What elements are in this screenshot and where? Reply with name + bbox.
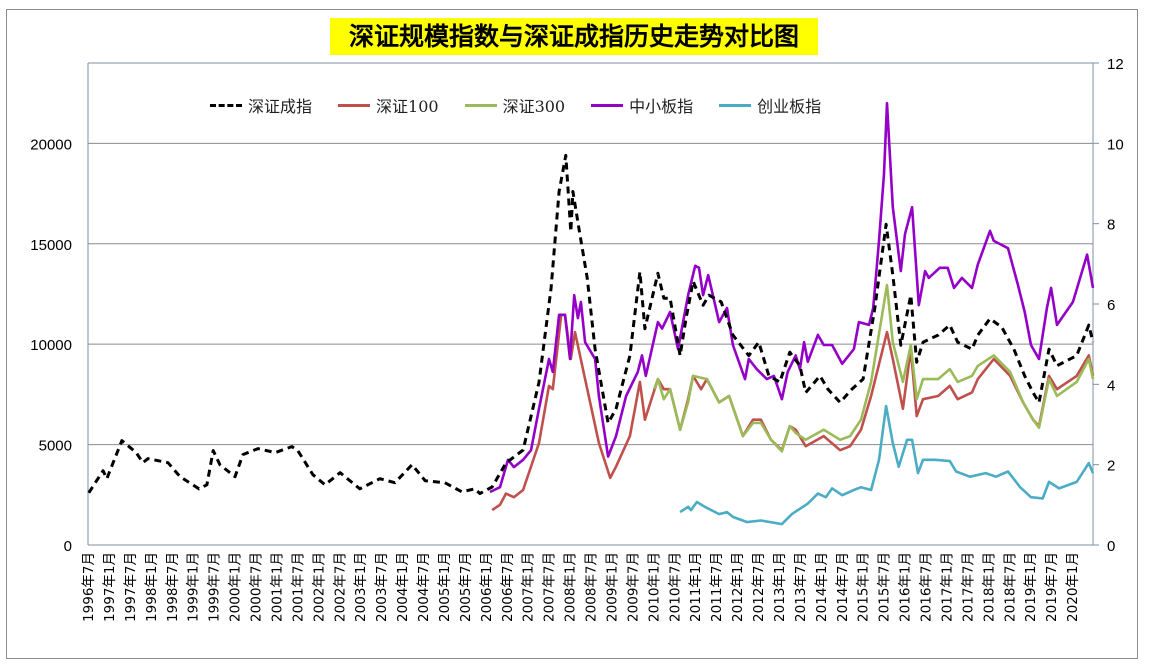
legend-swatch: [210, 103, 242, 107]
x-tick-label: 2016年1月: [898, 552, 914, 622]
x-tick-label: 2012年1月: [730, 552, 746, 622]
x-tick-label: 2017年7月: [960, 552, 976, 622]
x-tick-label: 2011年7月: [709, 552, 725, 622]
legend-item-sz100: 深证100: [338, 93, 439, 117]
x-tick-label: 2000年7月: [249, 552, 265, 622]
legend-item-chinext: 创业板指: [719, 93, 821, 117]
x-tick-label: 2000年1月: [228, 552, 244, 622]
series-line-4: [679, 404, 1095, 526]
legend: 深证成指 深证100 深证300 中小板指 创业板指: [210, 94, 847, 116]
x-tick-label: 2011年1月: [688, 552, 704, 622]
x-tick-label: 2005年1月: [437, 552, 453, 622]
x-tick-label: 1997年7月: [123, 552, 139, 622]
legend-label: 创业板指: [757, 97, 822, 116]
series-line-1: [491, 313, 1095, 512]
x-tick-label: 2015年1月: [856, 552, 872, 622]
x-tick-label: 2001年7月: [290, 552, 306, 622]
x-tick-label: 2013年1月: [772, 552, 788, 622]
legend-item-sme: 中小板指: [591, 93, 693, 117]
x-tick-label: 1997年1月: [102, 552, 118, 622]
y2-tick-label: 8: [1107, 217, 1115, 234]
y-tick-label: 5000: [39, 438, 72, 455]
y2-tick-label: 0: [1107, 538, 1115, 555]
x-tick-label: 2010年1月: [646, 552, 662, 622]
x-tick-label: 2009年7月: [625, 552, 641, 622]
x-tick-label: 1999年1月: [186, 552, 202, 622]
legend-label: 深证300: [502, 97, 566, 116]
y2-tick-label: 12: [1107, 56, 1124, 73]
x-tick-label: 2006年7月: [500, 552, 516, 622]
legend-swatch: [719, 103, 752, 107]
x-tick-label: 2019年1月: [1023, 552, 1039, 622]
chart-frame: [6, 9, 1138, 659]
chart-title: 深证规模指数与深证成指历史走势对比图: [330, 18, 818, 55]
y-tick-label: 0: [64, 538, 72, 555]
x-tick-label: 1998年7月: [165, 552, 181, 622]
x-tick-label: 1999年7月: [207, 552, 223, 622]
y2-tick-label: 2: [1107, 458, 1115, 475]
y2-tick-label: 6: [1107, 297, 1115, 314]
x-tick-label: 2012年7月: [751, 552, 767, 622]
legend-label: 深证成指: [248, 97, 313, 116]
x-tick-label: 2005年7月: [458, 552, 474, 622]
legend-item-shenzhen-component: 深证成指: [210, 93, 312, 117]
y-tick-label: 10000: [30, 337, 72, 354]
x-tick-label: 2003年1月: [353, 552, 369, 622]
x-tick-label: 2002年1月: [311, 552, 327, 622]
legend-item-sz300: 深证300: [464, 93, 566, 117]
x-tick-label: 2020年1月: [1065, 552, 1081, 622]
x-tick-label: 2004年7月: [416, 552, 432, 622]
y-tick-label: 15000: [30, 237, 72, 254]
x-tick-label: 2009年1月: [604, 552, 620, 622]
x-tick-label: 2019年7月: [1044, 552, 1060, 622]
x-tick-label: 2018年7月: [1002, 552, 1018, 622]
x-tick-label: 2016年7月: [919, 552, 935, 622]
x-tick-label: 2006年1月: [479, 552, 495, 622]
x-tick-label: 2001年1月: [269, 552, 285, 622]
x-tick-label: 2017年1月: [939, 552, 955, 622]
x-tick-label: 2015年7月: [877, 552, 893, 622]
x-tick-label: 2007年1月: [521, 552, 537, 622]
x-tick-label: 2007年7月: [542, 552, 558, 622]
series-line-0: [87, 153, 1095, 496]
x-tick-label: 2003年7月: [374, 552, 390, 622]
x-tick-label: 1998年1月: [144, 552, 160, 622]
x-tick-label: 2018年1月: [981, 552, 997, 622]
y-tick-label: 20000: [30, 136, 72, 153]
x-tick-label: 2004年1月: [395, 552, 411, 622]
x-tick-label: 2008年7月: [584, 552, 600, 622]
y2-tick-label: 10: [1107, 136, 1124, 153]
legend-label: 中小板指: [629, 97, 694, 116]
x-tick-label: 2014年1月: [814, 552, 830, 622]
legend-swatch: [464, 103, 497, 107]
series-line-2: [652, 283, 1095, 453]
legend-swatch: [338, 103, 371, 107]
series-line-3: [489, 101, 1095, 494]
x-tick-label: 2014年7月: [835, 552, 851, 622]
x-tick-label: 1996年7月: [81, 552, 97, 622]
y2-tick-label: 4: [1107, 377, 1115, 394]
x-tick-label: 2013年7月: [793, 552, 809, 622]
legend-swatch: [591, 103, 624, 107]
x-tick-label: 2002年7月: [332, 552, 348, 622]
legend-label: 深证100: [376, 97, 439, 116]
x-tick-label: 2010年7月: [667, 552, 683, 622]
x-tick-label: 2008年1月: [563, 552, 579, 622]
